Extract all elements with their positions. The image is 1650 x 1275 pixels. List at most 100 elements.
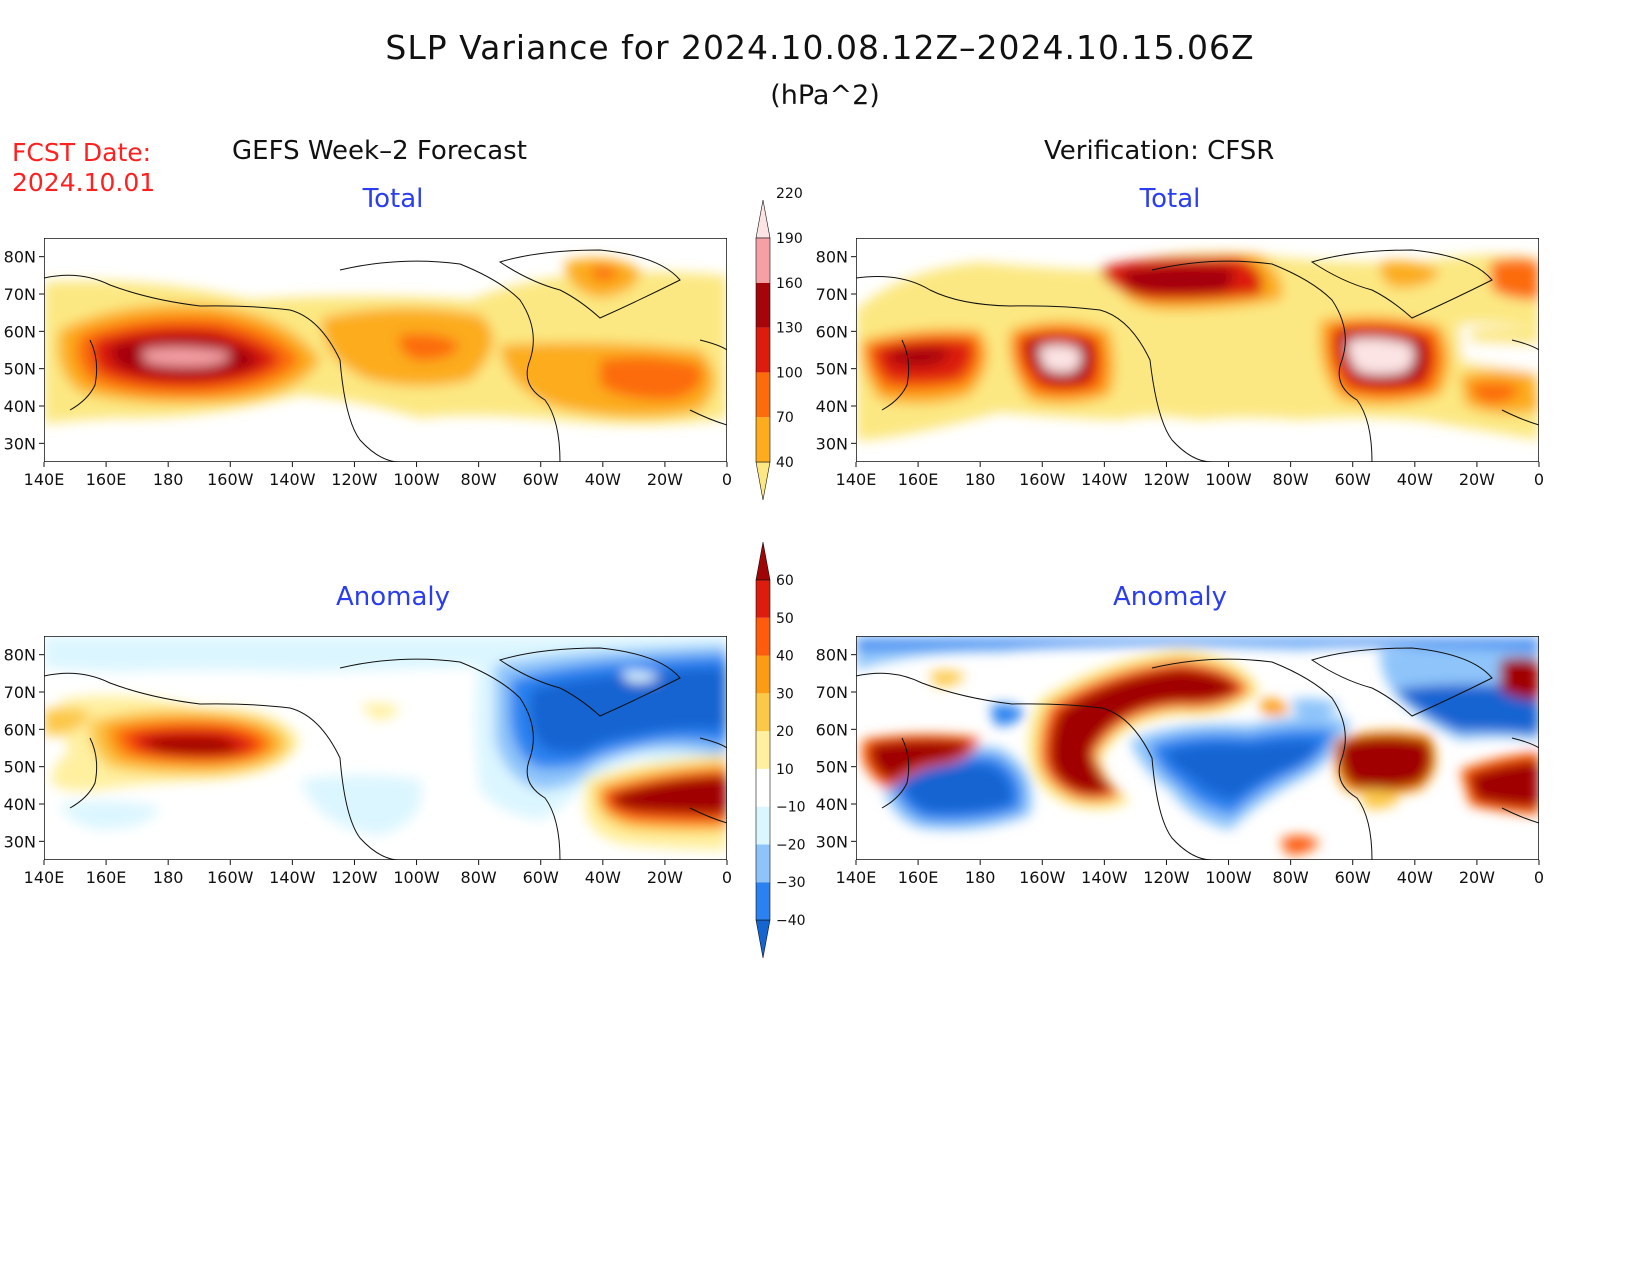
colorbar-label: −10 — [776, 800, 806, 816]
colorbar-cap-top — [755, 199, 771, 239]
colorbar-segment — [756, 327, 770, 373]
map-verification-anomaly — [856, 636, 1539, 860]
colorbar-segment — [756, 372, 770, 418]
lon-tick-label: 0 — [1534, 868, 1544, 887]
panel-title-top-right: Total — [1139, 184, 1201, 214]
main-title: SLP Variance for 2024.10.08.12Z–2024.10.… — [385, 28, 1255, 67]
lon-tick-label: 20W — [1459, 868, 1495, 887]
map-verification-total — [856, 238, 1539, 462]
lon-tick-label: 100W — [1205, 470, 1252, 489]
lon-tick-label: 40W — [1397, 868, 1433, 887]
axis-labels-tr: 80N 70N 60N 50N 40N 30N 140E 160E 180 160W 140W 120… — [816, 248, 1544, 489]
lon-tick-label: 140W — [269, 868, 316, 887]
lat-tick-label: 60N — [4, 720, 36, 739]
colorbar-segment — [756, 768, 770, 807]
lon-tick-label: 160E — [898, 868, 939, 887]
lon-tick-label: 60W — [523, 868, 559, 887]
lat-tick-label: 70N — [816, 683, 848, 702]
panel-title-top-left: Total — [362, 184, 424, 214]
lat-tick-label: 80N — [816, 646, 848, 665]
lon-tick-label: 180 — [153, 868, 184, 887]
units-label: (hPa^2) — [770, 80, 880, 111]
lon-tick-label: 140W — [1081, 470, 1128, 489]
lat-tick-label: 70N — [4, 285, 36, 304]
lat-tick-label: 50N — [816, 758, 848, 777]
lon-tick-label: 80W — [461, 868, 497, 887]
lon-tick-label: 40W — [585, 470, 621, 489]
lon-tick-label: 60W — [523, 470, 559, 489]
lon-tick-label: 160W — [207, 868, 254, 887]
colorbar-frame — [755, 579, 771, 921]
colorbar-label: −20 — [776, 837, 806, 853]
colorbar-label: −30 — [776, 875, 806, 891]
lat-tick-label: 80N — [4, 646, 36, 665]
colorbar-label: 50 — [776, 611, 794, 627]
lon-tick-label: 160W — [207, 470, 254, 489]
lon-tick-label: 160E — [86, 470, 127, 489]
lat-tick-label: 30N — [4, 434, 36, 453]
lon-tick-label: 40W — [1397, 470, 1433, 489]
lon-tick-label: 100W — [393, 470, 440, 489]
colorbar-segment — [756, 238, 770, 283]
lon-tick-label: 0 — [722, 470, 732, 489]
panel-title-bottom-left: Anomaly — [335, 582, 451, 612]
colorbar-label: 60 — [776, 573, 794, 589]
colorbar-segment — [756, 731, 770, 769]
colorbar-frame — [755, 237, 771, 463]
lon-tick-label: 0 — [722, 868, 732, 887]
map-forecast-anomaly — [44, 636, 727, 860]
colorbar-segment — [756, 693, 770, 732]
colorbar-label: 20 — [776, 724, 794, 740]
lon-tick-label: 120W — [331, 868, 378, 887]
lon-tick-label: 80W — [461, 470, 497, 489]
lon-tick-label: 100W — [393, 868, 440, 887]
lon-tick-label: 180 — [965, 470, 996, 489]
lat-tick-label: 50N — [4, 360, 36, 379]
axis-labels-bl: 80N 70N 60N 50N 40N 30N 140E 160E 180 160W 140W 120… — [4, 646, 732, 887]
colorbar-label: −40 — [776, 913, 806, 929]
lat-tick-label: 60N — [4, 322, 36, 341]
left-column-title: GEFS Week–2 Forecast — [232, 136, 527, 166]
colorbar-label: 130 — [776, 321, 803, 337]
lon-tick-label: 120W — [1143, 470, 1190, 489]
colorbar-segment — [756, 844, 770, 883]
colorbar-label: 190 — [776, 231, 803, 247]
lon-tick-label: 180 — [153, 470, 184, 489]
lat-tick-label: 80N — [4, 248, 36, 267]
lon-tick-label: 20W — [1459, 470, 1495, 489]
lon-tick-label: 140E — [836, 868, 877, 887]
lat-tick-label: 40N — [816, 397, 848, 416]
colorbar-label: 30 — [776, 686, 794, 702]
lon-tick-label: 80W — [1273, 868, 1309, 887]
lat-tick-label: 80N — [816, 248, 848, 267]
lon-tick-label: 120W — [1143, 868, 1190, 887]
axis-labels-br: 80N 70N 60N 50N 40N 30N 140E 160E 180 160W 140W 120… — [816, 646, 1544, 887]
colorbar-cap-top — [755, 541, 771, 581]
colorbar-label: 100 — [776, 365, 803, 381]
colorbar-segment — [756, 282, 770, 328]
lat-tick-label: 70N — [4, 683, 36, 702]
lon-tick-label: 140W — [1081, 868, 1128, 887]
lon-tick-label: 160E — [86, 868, 127, 887]
lat-tick-label: 40N — [4, 795, 36, 814]
colorbar-segment — [756, 417, 770, 462]
lon-tick-label: 140E — [24, 470, 65, 489]
colorbar-cap-bottom — [755, 461, 771, 501]
lon-tick-label: 160E — [898, 470, 939, 489]
lon-tick-label: 160W — [1019, 470, 1066, 489]
lat-tick-label: 60N — [816, 720, 848, 739]
lat-tick-label: 50N — [4, 758, 36, 777]
colorbar-segment — [756, 580, 770, 618]
colorbar-label: 40 — [776, 455, 794, 471]
lat-tick-label: 30N — [816, 434, 848, 453]
lat-tick-label: 40N — [816, 795, 848, 814]
lon-tick-label: 0 — [1534, 470, 1544, 489]
panel-title-bottom-right: Anomaly — [1112, 582, 1228, 612]
lat-tick-label: 50N — [816, 360, 848, 379]
lon-tick-label: 60W — [1335, 470, 1371, 489]
colorbar-label: 70 — [776, 410, 794, 426]
axis-labels-tl: 80N 70N 60N 50N 40N 30N 140E 160E 180 160W 140W 120… — [4, 248, 732, 489]
lon-tick-label: 100W — [1205, 868, 1252, 887]
fcst-date-label: FCST Date: 2024.10.01 — [12, 138, 155, 198]
